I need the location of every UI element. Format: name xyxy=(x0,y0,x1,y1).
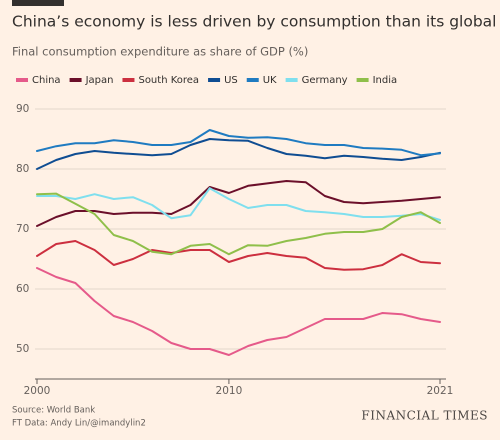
x-tick-label: 2010 xyxy=(216,385,243,397)
source: Source: World Bank xyxy=(12,406,95,416)
y-tick-label: 80 xyxy=(16,163,29,175)
series-line xyxy=(36,138,441,170)
credit: FT Data: Andy Lin/@imandylin2 xyxy=(12,419,146,429)
x-tick-label: 2000 xyxy=(24,385,51,397)
legend-swatch xyxy=(16,78,28,82)
legend-label: Germany xyxy=(302,75,348,86)
legend-swatch xyxy=(208,78,221,82)
legend-label: US xyxy=(224,75,238,86)
y-tick-label: 50 xyxy=(16,343,29,355)
legend-swatch xyxy=(246,78,259,82)
series-line xyxy=(36,187,441,221)
legend-label: Japan xyxy=(85,75,114,86)
legend-swatch xyxy=(285,78,298,82)
chart-subtitle: Final consumption expenditure as share o… xyxy=(12,45,308,59)
x-tick-label: 2021 xyxy=(427,385,454,397)
legend-swatch xyxy=(356,78,369,82)
legend-label: South Korea xyxy=(138,75,199,86)
legend-label: UK xyxy=(263,75,277,86)
series-line xyxy=(36,180,441,227)
legend-swatch xyxy=(69,78,82,82)
y-tick-label: 60 xyxy=(16,283,29,295)
legend-swatch xyxy=(122,78,135,82)
chart-title: China’s economy is less driven by consum… xyxy=(12,13,500,31)
series-line xyxy=(36,267,441,356)
y-tick-label: 70 xyxy=(16,223,29,235)
series-line xyxy=(36,240,441,271)
series-line xyxy=(36,129,441,157)
legend-label: China xyxy=(32,75,61,86)
brand-bar xyxy=(12,0,64,6)
legend-label: India xyxy=(373,75,398,86)
series-line xyxy=(36,192,441,256)
y-tick-label: 90 xyxy=(16,103,29,115)
brand: FINANCIAL TIMES xyxy=(361,409,488,423)
